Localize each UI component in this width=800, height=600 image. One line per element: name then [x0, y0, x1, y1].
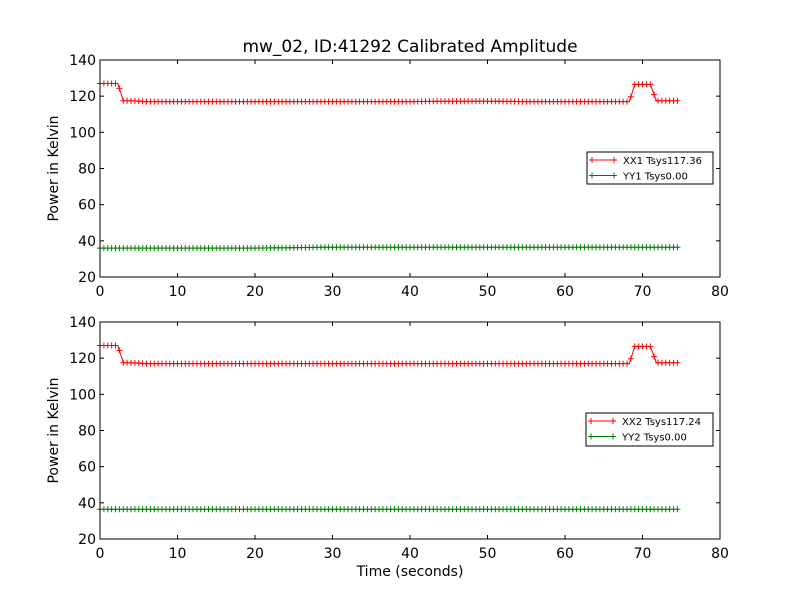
x-axis-label: Time (seconds): [356, 564, 464, 580]
y-tick-label: 40: [78, 234, 96, 250]
legend-label: YY2 Tsys0.00: [621, 433, 687, 444]
y-tick-label: 100: [69, 387, 96, 403]
series-line: [100, 83, 678, 103]
series-yy1: [97, 244, 681, 252]
chart-title: mw_02, ID:41292 Calibrated Amplitude: [242, 37, 577, 57]
legend-marker: [588, 433, 616, 440]
series-markers: [97, 506, 681, 513]
legend: XX1 Tsys117.36 YY1 Tsys0.00: [586, 151, 714, 185]
x-tick-label: 60: [556, 284, 574, 300]
y-tick-label: 40: [78, 496, 96, 512]
x-tick-label: 80: [711, 546, 729, 562]
legend: XX2 Tsys117.24 YY2 Tsys0.00: [585, 412, 714, 447]
bottom-panel: 0 10 20 30 40 50 60 70 80 20 40 60 80 100 120 140 Power …: [46, 315, 729, 562]
y-tick-label: 20: [78, 532, 96, 548]
x-tick-label: 40: [401, 546, 419, 562]
y-tick-label: 80: [78, 162, 96, 178]
y-tick-label: 120: [69, 351, 96, 367]
y-tick-label: 120: [69, 89, 96, 105]
legend-label: XX1 Tsys117.36: [623, 156, 702, 167]
y-axis-label: Power in Kelvin: [46, 115, 62, 221]
x-tick-label: 0: [96, 546, 105, 562]
series-xx1: [97, 80, 681, 105]
x-tick-label: 20: [246, 546, 264, 562]
series-markers: [97, 80, 681, 105]
y-tick-label: 80: [78, 424, 96, 440]
x-tick-label: 10: [169, 284, 187, 300]
x-tick-label: 30: [324, 546, 342, 562]
legend-box: [585, 412, 714, 447]
y-tick-label: 140: [69, 53, 96, 69]
x-tick-label: 20: [246, 284, 264, 300]
y-tick-label: 140: [69, 315, 96, 331]
x-tick-label: 30: [324, 284, 342, 300]
series-markers: [97, 244, 681, 252]
series-markers: [97, 342, 681, 367]
legend-marker: [589, 157, 617, 163]
x-tick-label: 70: [634, 546, 652, 562]
series-line: [100, 345, 678, 365]
y-tick-label: 60: [78, 460, 96, 476]
y-tick-label: 60: [78, 198, 96, 214]
legend-label: YY1 Tsys0.00: [622, 172, 688, 183]
x-tick-label: 50: [479, 546, 497, 562]
x-tick-label: 80: [711, 284, 729, 300]
y-tick-label: 100: [69, 125, 96, 141]
x-tick-label: 70: [634, 284, 652, 300]
series-xx2: [97, 342, 681, 367]
x-tick-label: 40: [401, 284, 419, 300]
series-yy2: [97, 506, 681, 513]
x-tick-label: 0: [96, 284, 105, 300]
legend-box: [586, 151, 714, 185]
y-tick-label: 20: [78, 270, 96, 286]
y-axis-label: Power in Kelvin: [46, 377, 62, 483]
x-tick-label: 10: [169, 546, 187, 562]
legend-label: XX2 Tsys117.24: [622, 417, 701, 428]
x-tick-label: 60: [556, 546, 574, 562]
x-tick-label: 50: [479, 284, 497, 300]
top-panel: 0 10 20 30 40 50 60 70 80 20 40 60 80 100 120 140 Power …: [46, 53, 729, 300]
legend-marker: [588, 418, 616, 424]
legend-marker: [589, 172, 617, 179]
